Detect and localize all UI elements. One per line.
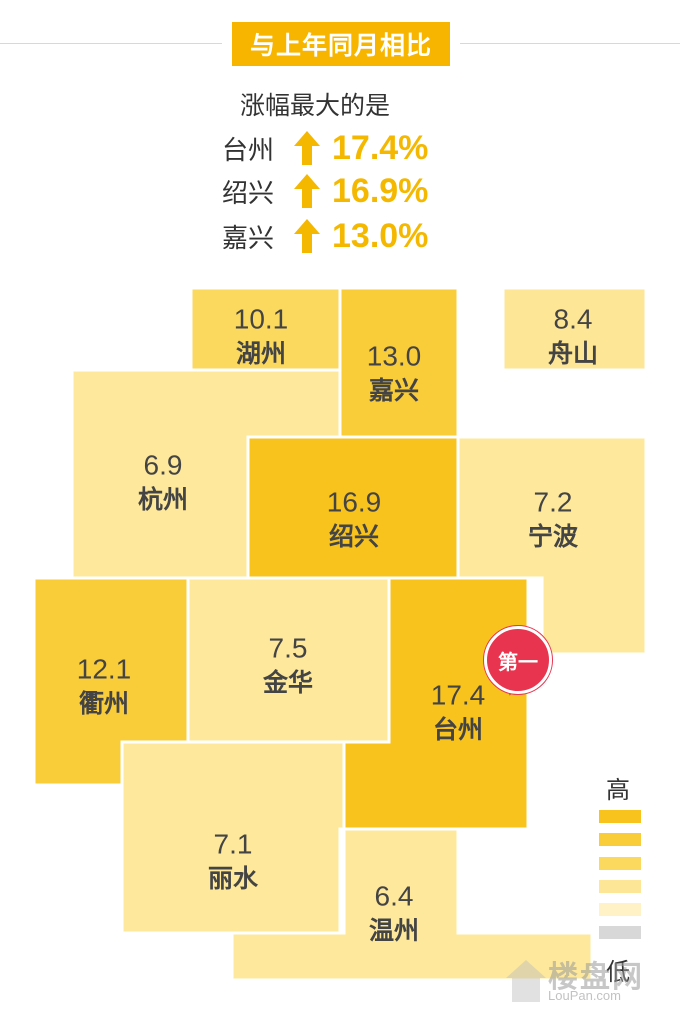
rank-value: 16.9%: [332, 171, 429, 210]
rank-first-badge: 第一: [484, 626, 552, 694]
tile-value-label: 7.2: [534, 486, 573, 517]
tile-value-label: 7.5: [269, 632, 308, 663]
tile-city-label: 台州: [433, 715, 483, 744]
rank-city: 绍兴: [222, 177, 275, 208]
up-arrow-icon: [294, 174, 320, 208]
tile-value-label: 12.1: [77, 653, 132, 684]
tile-value-label: 7.1: [214, 828, 253, 859]
tile-value-label: 17.4: [431, 679, 486, 710]
subtitle: 涨幅最大的是: [240, 92, 391, 120]
up-arrow-icon: [294, 219, 320, 253]
legend-low-label: 低: [606, 959, 630, 986]
up-arrow-icon: [294, 131, 320, 165]
city-tile: [230, 827, 594, 982]
legend-swatch: [599, 857, 641, 870]
tile-city-label: 绍兴: [329, 522, 379, 551]
rank-value: 17.4%: [332, 128, 429, 167]
rank-value: 13.0%: [332, 216, 429, 255]
tile-city-label: 衢州: [79, 689, 129, 718]
city-tile: [501, 286, 648, 372]
legend-swatch: [599, 926, 641, 939]
legend-high-label: 高: [606, 777, 630, 804]
tile-value-label: 10.1: [234, 303, 289, 334]
watermark-logo: [506, 960, 546, 1002]
tile-city-label: 嘉兴: [369, 376, 419, 405]
page-title: 与上年同月相比: [232, 22, 450, 66]
tile-city-label: 宁波: [528, 522, 579, 551]
tile-city-label: 舟山: [548, 339, 598, 368]
legend-swatch: [599, 810, 641, 823]
tile-value-label: 6.9: [144, 449, 183, 480]
rank-row-2: 绍兴 16.9%: [222, 171, 428, 211]
tile-value-label: 16.9: [327, 486, 382, 517]
tile-city-label: 温州: [369, 916, 419, 945]
tile-city-label: 金华: [262, 668, 313, 697]
legend-swatch: [599, 833, 641, 846]
legend-swatch: [599, 880, 641, 893]
rank-city: 台州: [222, 134, 275, 165]
watermark-url: LouPan.com: [548, 988, 621, 1003]
rank-city: 嘉兴: [222, 222, 275, 253]
header-rule-right: [460, 43, 680, 44]
rank-row-3: 嘉兴 13.0%: [222, 216, 428, 256]
city-tile: [342, 576, 530, 831]
tile-city-label: 丽水: [208, 864, 259, 893]
tile-city-label: 湖州: [236, 339, 286, 368]
tile-value-label: 13.0: [367, 340, 422, 371]
rank-row-1: 台州 17.4%: [222, 128, 428, 168]
legend-swatch: [599, 903, 641, 916]
tile-value-label: 8.4: [554, 303, 593, 334]
watermark-text: 楼盘网: [548, 961, 644, 994]
header-rule-left: [0, 43, 222, 44]
city-tile: [246, 435, 460, 580]
tile-value-label: 6.4: [375, 880, 414, 911]
tile-city-label: 杭州: [138, 485, 188, 514]
